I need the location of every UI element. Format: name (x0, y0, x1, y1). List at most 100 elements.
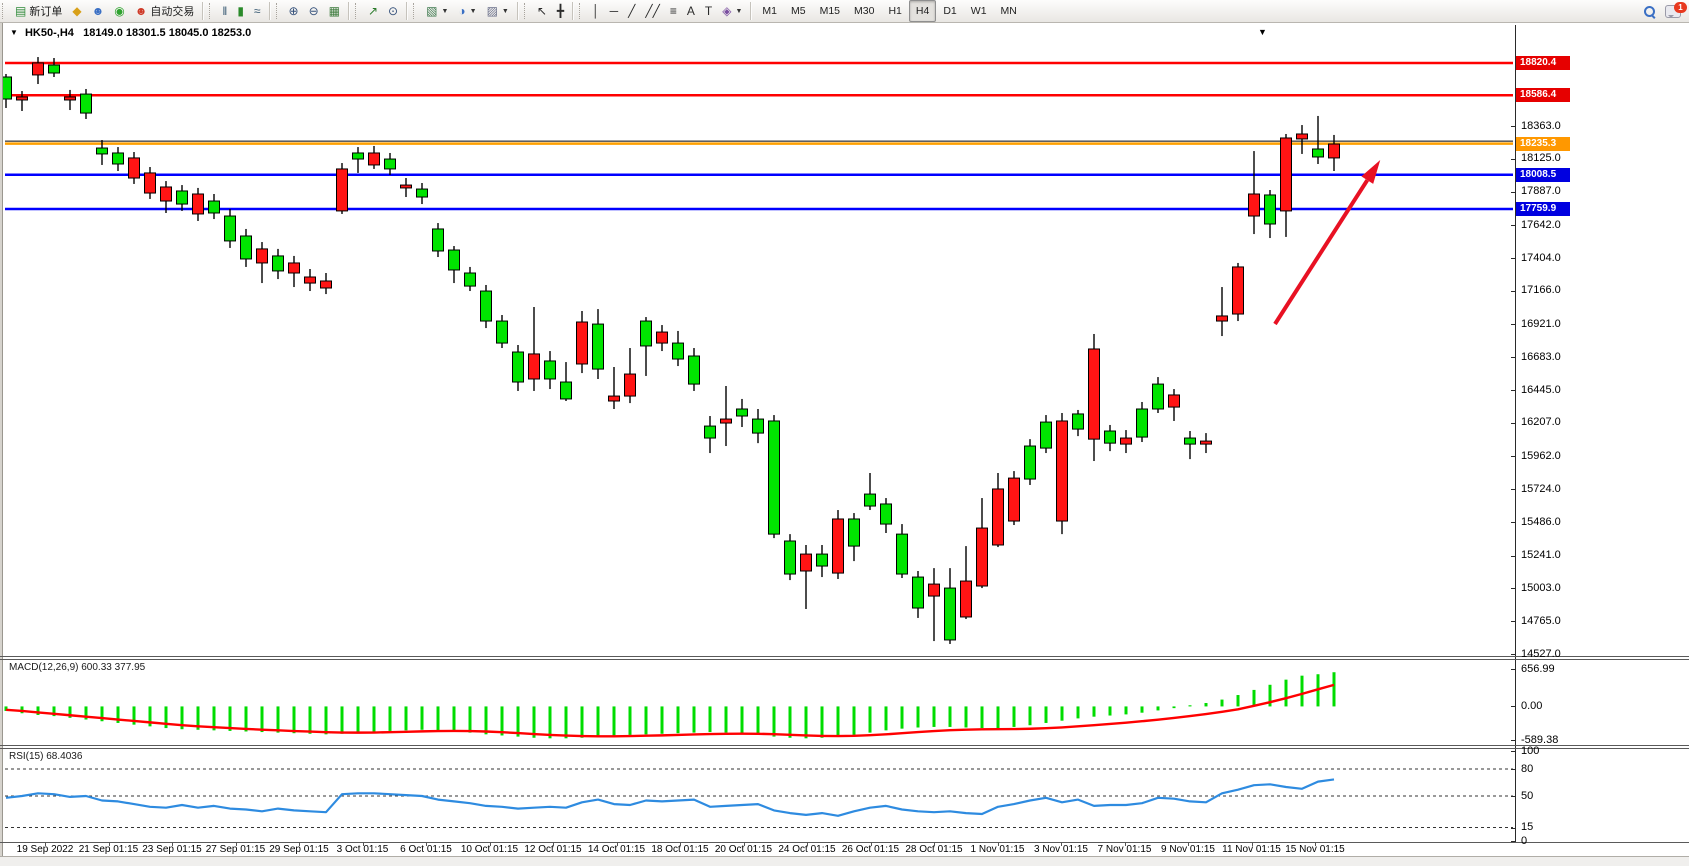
timeframe-w1-button[interactable]: W1 (970, 5, 987, 17)
price-tick-label: 15486.0 (1521, 515, 1561, 528)
timeframe-h4-button[interactable]: H4 (908, 0, 937, 22)
tool-periods-button[interactable]: ⊙ (383, 0, 403, 22)
main-price-pane[interactable] (3, 25, 1516, 658)
pane-separator[interactable] (0, 745, 1689, 746)
price-levels-layer (5, 61, 1513, 211)
candle (816, 553, 828, 567)
timeframe-m5-button[interactable]: M5 (791, 5, 806, 17)
tool-new-order-button[interactable]: ▤ 新订单 (10, 0, 67, 22)
candle (1056, 420, 1068, 522)
time-axis-tick (870, 842, 872, 846)
tool-text-button[interactable]: A (682, 0, 700, 22)
tool-line-chart-button[interactable]: ≈ (249, 0, 266, 22)
tool-profile-button[interactable]: ☻ (87, 0, 110, 22)
tool-zoom-out-button[interactable]: ⊖ (304, 0, 324, 22)
tool-vline-button[interactable]: │ (587, 0, 605, 22)
search-icon[interactable] (1644, 5, 1655, 17)
macd-bar (1284, 679, 1288, 707)
macd-bar (532, 706, 536, 738)
candle (992, 488, 1004, 546)
symbol-list-toggle-icon[interactable]: ▼ (10, 28, 18, 37)
candle (512, 351, 524, 383)
timeframe-mn-button[interactable]: MN (1000, 5, 1017, 17)
candle (1120, 437, 1132, 445)
tool-bar-chart-button[interactable]: ‖ (217, 0, 232, 22)
candle (848, 518, 860, 547)
clock-icon: ◑ (458, 4, 466, 18)
time-axis-tick (680, 842, 681, 846)
rsi-pane[interactable] (3, 749, 1516, 843)
toolbar-group: ▧ ▼ ◑ ▼ ▨ ▼ (421, 0, 514, 22)
chevron-down-icon: ▼ (501, 7, 509, 15)
tool-crosshair-button[interactable]: ╋ (552, 0, 569, 22)
trend-arrow-annotation[interactable] (1273, 159, 1381, 326)
macd-pane[interactable] (3, 660, 1516, 748)
indicators-icon: ↗ (367, 4, 379, 18)
candle (752, 418, 764, 434)
macd-bar (372, 706, 376, 732)
candle (96, 147, 108, 155)
macd-bar (676, 706, 680, 734)
macd-bar (868, 706, 872, 733)
tool-fibonacci-button[interactable]: ≡ (665, 0, 682, 22)
time-axis-label: 24 Oct 01:15 (778, 844, 836, 855)
macd-bar (484, 706, 488, 735)
candle (1024, 445, 1036, 480)
toolbar-group: ‖ ▮ ≈ (217, 0, 265, 22)
candle (1152, 383, 1164, 410)
tool-tile-windows-button[interactable]: ▦ (324, 0, 345, 22)
hline-icon: ─ (609, 4, 619, 18)
tool-clock-button[interactable]: ◑ ▼ (453, 0, 481, 22)
macd-bar (164, 706, 168, 729)
candle (1136, 408, 1148, 438)
tool-trendline-button[interactable]: ╱ (623, 0, 640, 22)
time-axis-label: 28 Oct 01:15 (905, 844, 963, 855)
chart-shift-marker-icon[interactable]: ▼ (1258, 27, 1267, 37)
candle (736, 408, 748, 417)
macd-bar (1140, 706, 1144, 713)
tool-label-button[interactable]: T (700, 0, 717, 22)
pane-separator[interactable] (0, 748, 1689, 749)
tool-channel-button[interactable]: ╱╱ (640, 0, 664, 22)
tool-zoom-in-button[interactable]: ⊕ (284, 0, 304, 22)
timeframe-h1-button[interactable]: H1 (888, 5, 902, 17)
candle (336, 168, 348, 212)
macd-bar (1092, 706, 1096, 717)
tool-hline-button[interactable]: ─ (605, 0, 624, 22)
tool-signal-button[interactable]: ◉ (109, 0, 129, 22)
tool-autotrade-button[interactable]: ☻ 自动交易 (130, 0, 200, 22)
tool-indicators-button[interactable]: ↗ (363, 0, 383, 22)
tool-new-chart-button[interactable]: ▧ ▼ (421, 0, 453, 22)
candle (304, 276, 316, 284)
candle (672, 342, 684, 360)
candle (544, 360, 556, 380)
timeframe-m30-button[interactable]: M30 (854, 5, 875, 17)
candle (496, 320, 508, 344)
chart-symbol-period: HK50-,H4 (24, 27, 74, 39)
timeframe-d1-button[interactable]: D1 (943, 5, 957, 17)
time-axis-label: 27 Sep 01:15 (205, 844, 266, 855)
candle (3, 76, 12, 100)
tool-cursor-button[interactable]: ↖ (532, 0, 552, 22)
time-axis-label: 15 Nov 01:15 (1285, 844, 1345, 855)
pane-separator[interactable] (0, 656, 1689, 657)
tool-candlestick-button[interactable]: ▮ (232, 0, 249, 22)
price-level-badge: 18820.4 (1516, 56, 1570, 71)
tool-shapes-button[interactable]: ◈ ▼ (717, 0, 747, 22)
macd-bar (884, 706, 888, 731)
timeframe-m15-button[interactable]: M15 (819, 5, 841, 17)
candle (880, 503, 892, 525)
candle (592, 323, 604, 370)
time-axis-tick (1061, 842, 1062, 846)
fibonacci-icon: ≡ (669, 4, 677, 18)
chat-icon[interactable]: 1 (1665, 1, 1687, 18)
tool-gold-button[interactable]: ◆ (67, 0, 86, 22)
macd-bar (932, 706, 936, 727)
candle (1072, 413, 1084, 430)
pane-separator[interactable] (0, 659, 1689, 660)
macd-bar (708, 706, 712, 733)
time-axis-label: 14 Oct 01:15 (587, 844, 646, 855)
tool-chart-settings-button[interactable]: ▨ ▼ (482, 0, 514, 22)
candle (784, 540, 796, 575)
timeframe-m1-button[interactable]: M1 (762, 5, 777, 17)
